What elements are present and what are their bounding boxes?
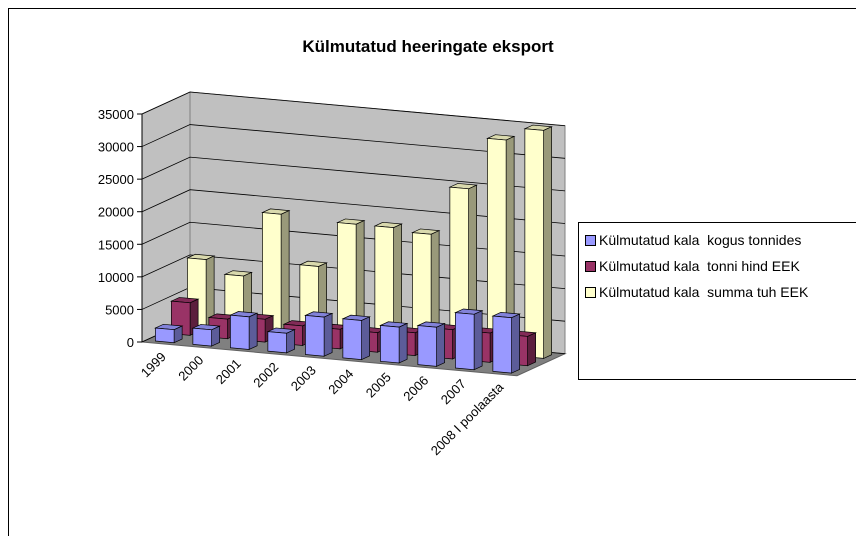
grid-line: [141, 124, 566, 159]
y-tick-label: 15000: [98, 237, 134, 252]
bar: [486, 134, 516, 356]
bar-front: [380, 325, 400, 364]
bar-front: [455, 312, 475, 371]
bar-side: [211, 325, 220, 347]
bar-side: [248, 312, 258, 350]
bar-front: [417, 325, 437, 367]
bar-front: [305, 315, 325, 357]
y-tick-label: 25000: [98, 172, 134, 187]
bar: [229, 311, 259, 350]
y-tick-label: 35000: [98, 107, 134, 122]
bar: [336, 218, 366, 343]
bar-side: [543, 126, 552, 359]
legend-item: Külmutatud kala tonni hind EEK: [579, 257, 856, 275]
bar: [154, 323, 184, 344]
bar: [491, 311, 521, 374]
legend-item: Külmutatud kala kogus tonnides: [579, 231, 856, 249]
bar-side: [436, 323, 445, 367]
bar-side: [511, 313, 520, 374]
bar: [261, 208, 291, 336]
bar: [411, 228, 441, 349]
bar-side: [286, 329, 295, 354]
y-tick-label: 10000: [98, 270, 134, 285]
bar: [191, 324, 221, 347]
bar-side: [280, 210, 290, 336]
bar: [266, 327, 296, 354]
grid-line: [141, 91, 566, 127]
legend-swatch: [585, 235, 596, 246]
chart-title: Külmutatud heeringate eksport: [302, 37, 554, 56]
legend-label: Külmutatud kala kogus tonnides: [599, 232, 802, 248]
bar-front: [492, 315, 512, 374]
bar-front: [192, 327, 212, 347]
bar-side: [398, 322, 408, 364]
y-tick-label: 30000: [98, 140, 134, 155]
bar-front: [267, 331, 287, 354]
grid-line: [141, 221, 566, 257]
bar: [379, 321, 409, 364]
legend: Külmutatud kala kogus tonnides Külmutatud…: [578, 222, 856, 380]
y-tick-label: 20000: [98, 205, 134, 220]
bar-side: [527, 332, 536, 367]
y-tick-label: 5000: [105, 302, 134, 317]
bar: [416, 321, 446, 367]
bar-front: [155, 327, 175, 344]
bar-side: [323, 312, 333, 357]
legend-label: Külmutatud kala summa tuh EEK: [599, 284, 809, 300]
legend-swatch: [585, 261, 596, 272]
grid-line: [141, 156, 566, 192]
grid-line: [141, 254, 566, 290]
y-tick-label: 0: [127, 335, 134, 350]
bar-front: [342, 318, 362, 360]
legend-label: Külmutatud kala tonni hind EEK: [599, 258, 800, 274]
bar: [454, 308, 484, 371]
bar-front: [230, 314, 250, 350]
bar: [341, 314, 371, 361]
bar: [523, 124, 553, 359]
bar-side: [473, 310, 483, 371]
bar-front: [524, 128, 544, 359]
bar-side: [361, 316, 370, 361]
legend-item: Külmutatud kala summa tuh EEK: [579, 283, 856, 301]
grid-line: [141, 189, 566, 224]
legend-swatch: [585, 287, 596, 298]
bar: [304, 311, 334, 357]
